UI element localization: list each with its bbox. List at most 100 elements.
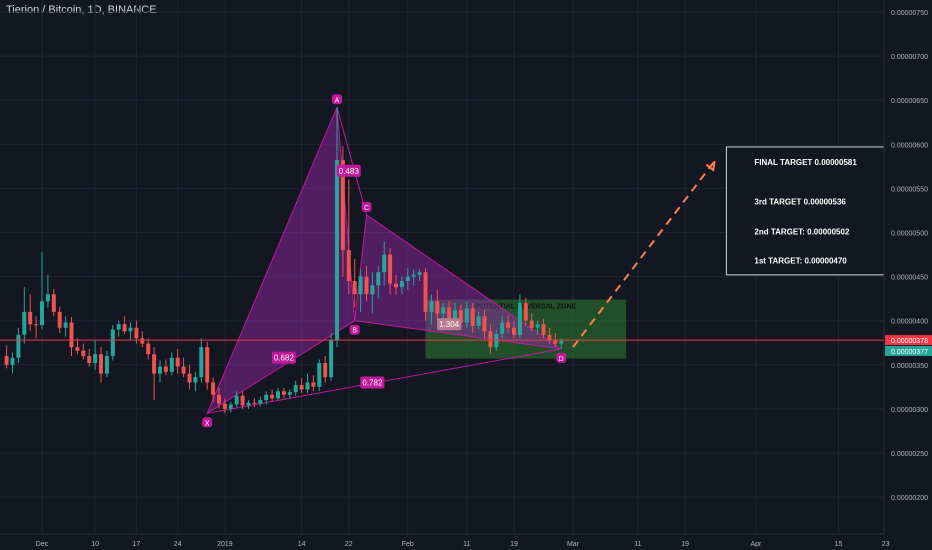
candle-body <box>464 308 469 323</box>
ratio-badge <box>336 164 361 177</box>
candle-body <box>246 402 251 406</box>
candle-body <box>122 324 127 332</box>
ratio-badge <box>271 351 296 364</box>
pattern-point-marker <box>361 201 372 212</box>
target-line: 1st TARGET: 0.00000470 <box>754 257 847 266</box>
candle-body <box>63 322 68 328</box>
candle-body <box>352 281 357 295</box>
y-tick-label: 0.00000250 <box>891 451 928 458</box>
candle-body <box>199 347 204 378</box>
candle-body <box>382 254 387 273</box>
candle-body <box>240 395 245 406</box>
candle-body <box>512 327 516 335</box>
candle-body <box>329 340 334 378</box>
pattern-point-label: D <box>559 356 564 363</box>
candle-body <box>22 311 27 335</box>
y-tick-label: 0.00000600 <box>891 142 928 149</box>
pattern-point-marker <box>349 324 360 335</box>
candle-body <box>270 394 275 399</box>
candle-body <box>81 350 86 356</box>
candle-body <box>110 329 115 356</box>
y-tick-label: 0.00000300 <box>891 407 928 414</box>
candle-body <box>281 391 286 395</box>
candle-body <box>104 355 109 374</box>
last-price-badge <box>885 345 932 356</box>
target-line: FINAL TARGET 0.00000581 <box>754 158 857 167</box>
y-tick-label: 0.00000350 <box>891 363 928 370</box>
candle-body <box>517 303 522 335</box>
x-tick-label: 22 <box>345 541 353 548</box>
y-tick-label: 0.00000200 <box>891 495 928 502</box>
candle-body <box>40 301 44 326</box>
candle-body <box>394 283 398 288</box>
candle-body <box>506 322 511 328</box>
candle-body <box>152 354 157 374</box>
targets-box-frame <box>725 146 910 276</box>
pattern-point-label: A <box>335 97 340 104</box>
candle-body <box>311 382 316 387</box>
candle-body <box>559 340 564 344</box>
candle-body <box>405 276 410 282</box>
candle-body <box>116 324 121 330</box>
x-tick-label: 19 <box>510 541 518 548</box>
candle-body <box>16 334 21 358</box>
candle-body <box>187 373 192 383</box>
candle-body <box>399 281 404 288</box>
chart-title: Tierion / Bitcoin, 1D, BINANCE <box>6 4 157 16</box>
candle-body <box>252 402 257 404</box>
candle-body <box>287 392 292 395</box>
candle-body <box>376 272 381 286</box>
candle-body <box>28 311 33 325</box>
x-tick-label: 10 <box>91 541 99 548</box>
candle-body <box>87 355 92 364</box>
candle-body <box>423 272 428 312</box>
candle-body <box>488 331 493 348</box>
x-tick-label: 23 <box>882 541 890 548</box>
pattern-triangle-bcd <box>354 213 562 350</box>
target-line: 3rd TARGET 0.00000536 <box>754 198 846 207</box>
candle-body <box>535 324 540 328</box>
candle-body <box>134 327 139 339</box>
candlestick-series <box>4 107 564 414</box>
candle-body <box>57 311 62 328</box>
candle-body <box>529 320 534 328</box>
x-tick-label: 14 <box>298 541 306 548</box>
last-price-badge-label: 0.00000377 <box>891 349 928 356</box>
candle-body <box>217 394 221 404</box>
x-tick-label: Dec <box>36 541 49 548</box>
candle-body <box>146 343 151 355</box>
candle-body <box>335 160 339 341</box>
candle-body <box>163 366 168 372</box>
price-axis: 0.00000750 0.00000700 0.00000650 0.00000600… <box>883 0 932 550</box>
candle-body <box>93 354 98 364</box>
price-line-badge <box>885 335 932 346</box>
candle-body <box>175 357 180 367</box>
candle-body <box>10 357 15 365</box>
x-tick-label: 11 <box>463 541 470 548</box>
candle-body <box>51 294 56 312</box>
y-tick-label: 0.00000400 <box>891 319 928 326</box>
candle-body <box>346 250 351 282</box>
x-tick-label: 11 <box>634 541 641 548</box>
pattern-point-label: X <box>205 420 210 427</box>
x-tick-label: 24 <box>174 541 182 548</box>
candle-body <box>293 385 298 393</box>
candle-body <box>211 382 216 395</box>
y-tick-label: 0.00000500 <box>891 231 928 238</box>
y-tick-label: 0.00000650 <box>891 98 928 105</box>
x-tick-label: 15 <box>835 541 843 548</box>
candle-body <box>447 307 452 321</box>
candle-body <box>453 310 457 321</box>
pattern-point-marker <box>332 94 342 105</box>
candle-body <box>429 301 434 312</box>
time-axis: Dec 10 17 24 2019 14 22 Feb 11 19 Mar 11 19 Apr 15 23 <box>0 533 890 548</box>
candle-body <box>523 303 528 321</box>
candle-body <box>299 385 304 390</box>
pattern-point-label: C <box>364 205 369 212</box>
candle-body <box>547 334 552 341</box>
candle-body <box>541 324 546 335</box>
pattern-point-marker <box>202 417 213 428</box>
x-tick-label: 19 <box>681 541 689 548</box>
candle-body <box>258 400 263 404</box>
